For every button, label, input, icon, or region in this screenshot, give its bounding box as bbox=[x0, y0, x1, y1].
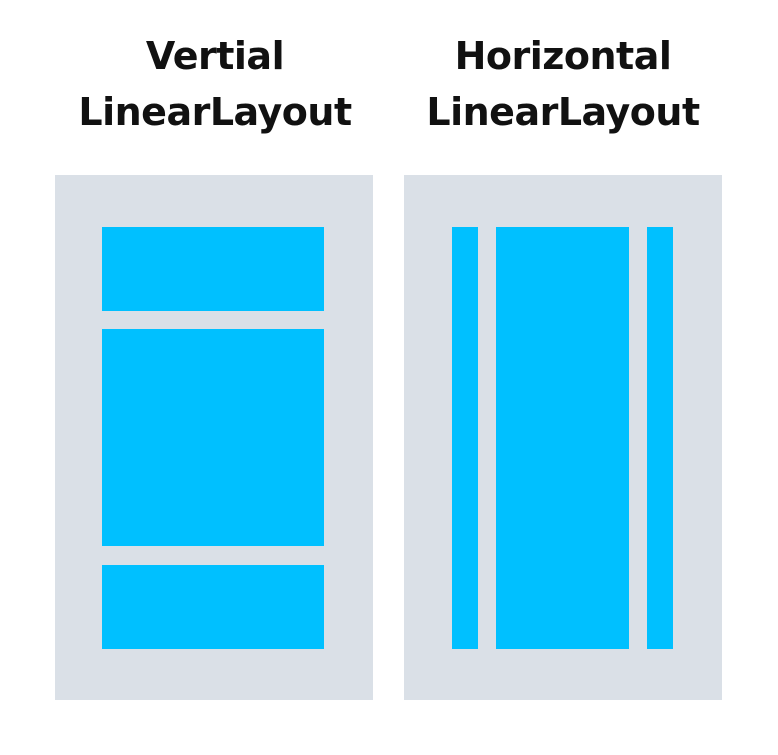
vertical-linearlayout-title: Vertial LinearLayout bbox=[45, 28, 385, 140]
vertical-linearlayout-container bbox=[55, 175, 373, 700]
horizontal-child-left bbox=[452, 227, 478, 649]
horizontal-linearlayout-title: Horizontal LinearLayout bbox=[393, 28, 733, 140]
horizontal-title-line-1: Horizontal bbox=[454, 34, 672, 78]
vertical-title-line-2: LinearLayout bbox=[78, 90, 352, 134]
vertical-child-bottom bbox=[102, 565, 324, 649]
vertical-title-line-1: Vertial bbox=[145, 34, 285, 78]
vertical-child-middle bbox=[102, 329, 324, 546]
horizontal-title-line-2: LinearLayout bbox=[426, 90, 700, 134]
horizontal-linearlayout-container bbox=[404, 175, 722, 700]
horizontal-child-right bbox=[647, 227, 673, 649]
horizontal-child-center bbox=[496, 227, 629, 649]
vertical-child-top bbox=[102, 227, 324, 311]
